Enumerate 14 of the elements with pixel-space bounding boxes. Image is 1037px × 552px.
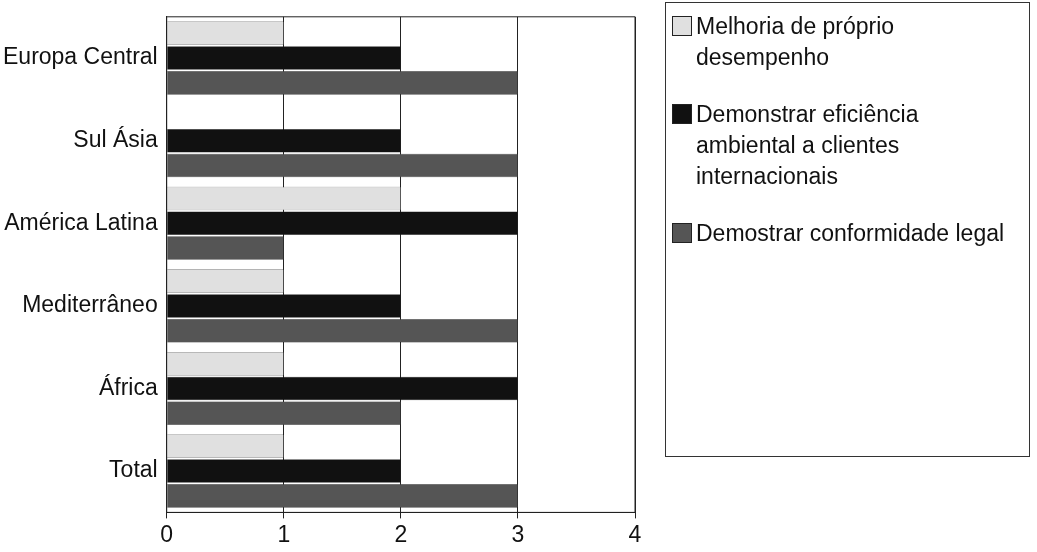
x-tick-label: 4 [628,520,642,547]
legend-label: Demostrar conformidade legal [696,219,1005,249]
legend-label: Melhoria de próprio desempenho [696,12,896,73]
y-tick-label: África [98,373,158,400]
y-tick-label: América Latina [4,208,158,235]
y-tick-label: Europa Central [3,43,158,70]
y-tick-label: Mediterrâneo [22,291,158,318]
y-tick-label: Total [109,456,158,483]
legend-label: Demonstrar eficiência ambiental a clientes internacionais [696,100,920,192]
y-tick-label: Sul Ásia [73,126,158,153]
x-tick-label: 3 [511,520,525,547]
x-tick-label: 2 [394,520,408,547]
x-tick-label: 1 [277,520,291,547]
x-tick-label: 0 [160,520,174,547]
